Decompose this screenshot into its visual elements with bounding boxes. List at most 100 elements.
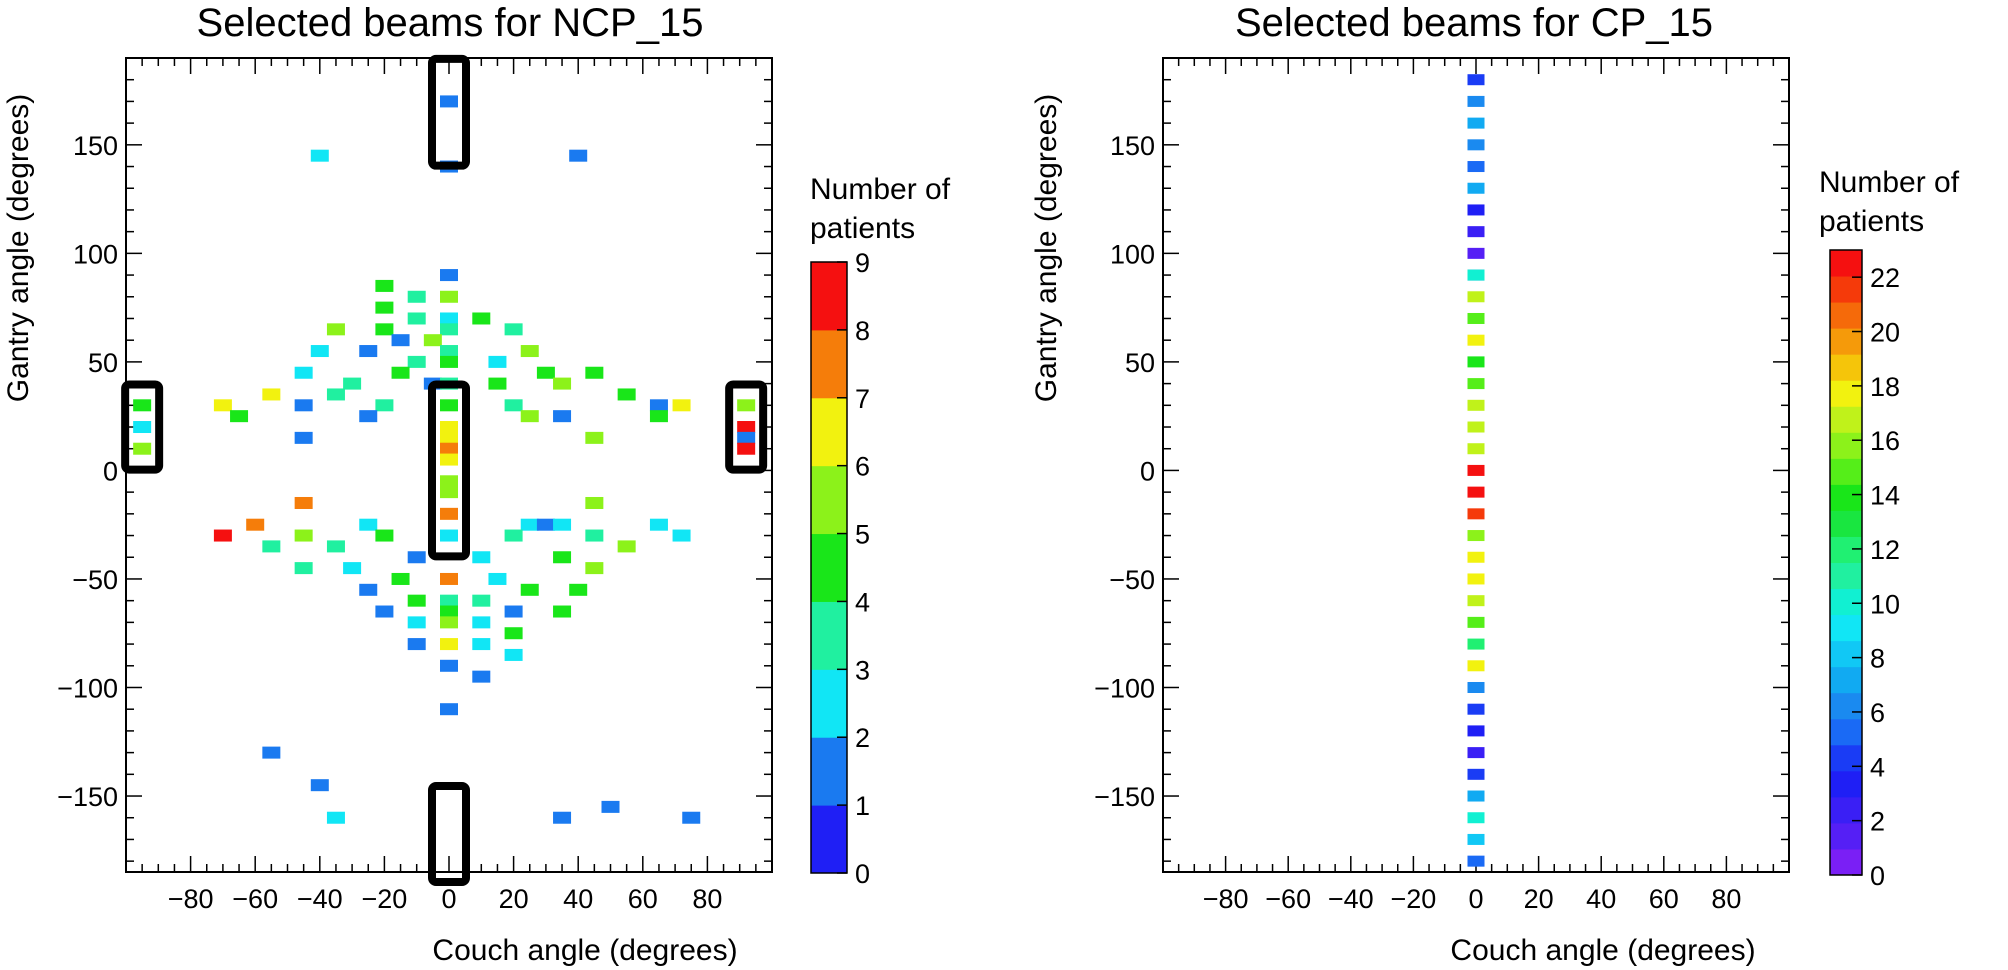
heatmap-cell — [294, 431, 313, 444]
heatmap-cell — [213, 399, 232, 412]
chart-title: Selected beams for NCP_15 — [197, 1, 704, 45]
heatmap-cell — [440, 703, 458, 716]
heatmap-cell — [1467, 768, 1485, 780]
heatmap-cell — [553, 518, 572, 531]
colorbar-segment — [1830, 588, 1862, 616]
heatmap-cell — [1467, 464, 1485, 476]
x-axis-label: Couch angle (degrees) — [1450, 934, 1755, 967]
highlight-box — [428, 782, 470, 887]
colorbar-tick-label: 8 — [855, 316, 870, 346]
x-tick-label: −40 — [1328, 884, 1374, 914]
colorbar-segment — [811, 669, 847, 738]
heatmap-cell — [585, 562, 604, 575]
y-tick-label: 50 — [88, 348, 118, 378]
heatmap-cell — [1467, 530, 1485, 542]
heatmap-cell — [375, 529, 394, 542]
colorbar-tick-label: 8 — [1870, 644, 1885, 674]
heatmap-cell — [391, 366, 410, 379]
heatmap-cell — [504, 529, 523, 542]
heatmap-cell — [1467, 312, 1485, 324]
colorbar-segment — [1830, 510, 1862, 537]
heatmap-cell — [343, 562, 362, 575]
colorbar-tick-label: 14 — [1870, 481, 1900, 511]
heatmap-cell — [294, 496, 313, 509]
heatmap-cell — [585, 431, 604, 444]
heatmap-cell — [1467, 725, 1485, 737]
heatmap-cell — [440, 659, 458, 672]
heatmap-cell — [737, 431, 756, 444]
heatmap-cell — [520, 583, 539, 596]
heatmap-cell — [1467, 551, 1485, 563]
colorbar-tick-label: 9 — [855, 248, 870, 278]
colorbar-tick-label: 5 — [855, 520, 870, 550]
heatmap-cell — [1467, 595, 1485, 607]
y-tick-label: −150 — [57, 782, 118, 812]
colorbar-segment — [1830, 302, 1862, 329]
heatmap-cell — [294, 399, 313, 412]
heatmap-cell — [1467, 421, 1485, 433]
y-tick-label: 100 — [1110, 239, 1155, 269]
x-tick-label: 0 — [441, 884, 456, 914]
heatmap-cell — [294, 529, 313, 542]
colorbar-tick-label: 22 — [1870, 263, 1900, 293]
colorbar-segment — [1830, 458, 1862, 485]
heatmap-cell — [246, 518, 265, 531]
colorbar-segment — [811, 397, 847, 467]
chart-ncp15: Selected beams for NCP_15 Gantry angle (… — [2, 1, 951, 967]
heatmap-cell — [472, 551, 491, 564]
colorbar-tick-label: 20 — [1870, 318, 1900, 348]
heatmap-cell — [553, 605, 572, 618]
heatmap-cell — [1467, 660, 1485, 672]
heatmap-cell — [375, 301, 394, 314]
heatmap-cell — [1467, 747, 1485, 759]
x-tick-label: 20 — [1524, 884, 1554, 914]
heatmap-cell — [472, 616, 491, 629]
heatmap-cell — [440, 486, 458, 499]
heatmap-cell — [440, 605, 458, 618]
colorbar: Number of patients 0 2 4 6 8 10 12 14 16 18 20 22 — [1819, 166, 1960, 891]
heatmap-cell — [440, 572, 458, 585]
colorbar-segment — [1830, 562, 1862, 590]
x-tick-label: 20 — [499, 884, 529, 914]
y-tick-label: −100 — [57, 673, 118, 703]
heatmap-cell — [553, 377, 572, 390]
heatmap-cell — [536, 518, 555, 531]
heatmap-cell — [230, 410, 249, 423]
colorbar-segment — [811, 601, 847, 670]
heatmap-cell — [440, 95, 458, 108]
heatmap-cell — [359, 410, 378, 423]
heatmap-cell — [440, 442, 458, 455]
highlight-box — [725, 380, 768, 474]
heatmap-cell — [1467, 74, 1485, 86]
heatmap-cell — [133, 442, 152, 455]
heatmap-cell — [440, 323, 458, 336]
heatmap-cell — [649, 518, 668, 531]
heatmap-cell — [440, 475, 458, 488]
heatmap-cell — [682, 811, 701, 824]
x-tick-label: −20 — [361, 884, 407, 914]
heatmap-cell — [585, 366, 604, 379]
colorbar-segment — [1830, 484, 1862, 511]
y-tick-label: −50 — [72, 565, 118, 595]
x-tick-label: −80 — [1203, 884, 1249, 914]
heatmap-cell — [553, 551, 572, 564]
heatmap-cell — [553, 811, 572, 824]
heatmap-cell — [737, 421, 756, 434]
heatmap-cell — [440, 355, 458, 368]
colorbar-segment — [1830, 718, 1862, 746]
heatmap-cell — [391, 334, 410, 347]
heatmap-cell — [213, 529, 232, 542]
y-tick-label: −150 — [1094, 782, 1155, 812]
heatmap-cell — [375, 279, 394, 292]
heatmap-cell — [1467, 833, 1485, 845]
y-tick-label: 150 — [73, 131, 118, 161]
x-tick-label: −20 — [1390, 884, 1436, 914]
heatmap-cell — [407, 290, 426, 303]
chart-cp15: Selected beams for CP_15 Gantry angle (d… — [1030, 1, 1960, 967]
heatmap-cell — [375, 605, 394, 618]
heatmap-cell — [440, 638, 458, 651]
colorbar-segment — [1830, 328, 1862, 355]
heatmap-cell — [440, 594, 458, 607]
heatmap-cell — [1467, 334, 1485, 346]
heatmap-cell — [504, 648, 523, 661]
